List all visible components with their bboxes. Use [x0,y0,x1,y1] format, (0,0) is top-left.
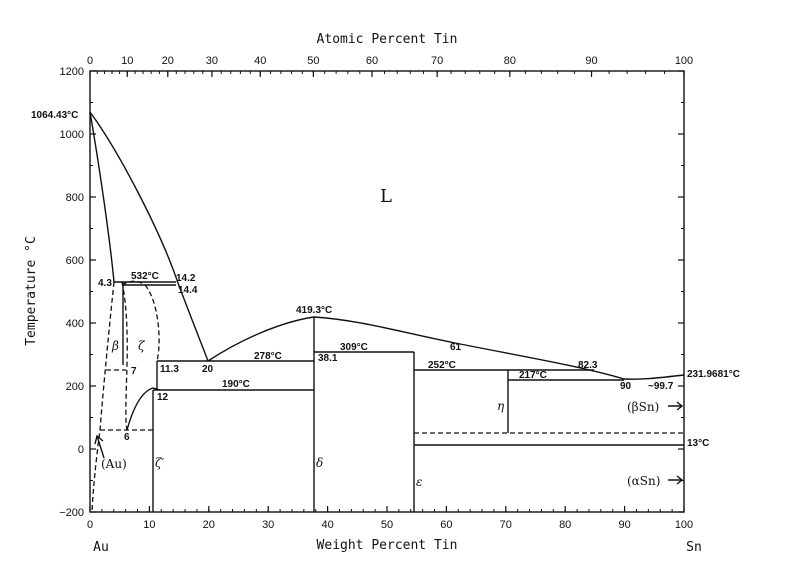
annotation-144: 14.4 [178,285,198,296]
top-tick-label: 30 [206,55,218,67]
annotation-190: 190°C [222,379,250,390]
liquidus-delta-right [313,316,625,380]
annotation-381: 38.1 [318,353,338,364]
y-axis-title: Temperature °C [24,236,39,346]
top-axis-ticks: 0 10 20 30 40 50 60 70 80 90 100 [87,55,693,77]
bottom-tick-label: 60 [440,519,452,531]
liquidus-sn-side [623,374,685,380]
arrow-beta-sn [668,401,684,411]
bottom-tick-label: 50 [381,519,393,531]
annotation-217: 217°C [519,370,547,381]
bottom-tick-label: 100 [675,519,693,531]
liquidus-au-side [89,111,209,362]
annotation-13: 13°C [687,438,709,449]
top-tick-label: 80 [504,55,516,67]
bottom-tick-label: 10 [143,519,155,531]
bottom-axis-title: Weight Percent Tin [317,538,458,553]
bottom-tick-label: 70 [500,519,512,531]
au-solvus [91,281,115,513]
y-tick-label: 0 [78,444,84,456]
phase-label-delta: δ [316,456,323,470]
annotation-12: 12 [157,392,169,403]
bottom-tick-label: 30 [262,519,274,531]
phase-label-beta-sn: (βSn) [627,400,659,414]
top-tick-label: 60 [366,55,378,67]
y-tick-label: 800 [66,192,84,204]
bottom-tick-label: 20 [203,519,215,531]
phase-label-zeta-prime: ζ′ [155,456,165,470]
y-tick-label: 200 [66,381,84,393]
annotation-61: 61 [450,342,462,353]
y-tick-label: 1000 [60,129,84,141]
phase-label-liquid: L [380,186,392,207]
y-tick-label: 1200 [60,66,84,78]
annotation-au-melt: 1064.43°C [31,110,78,121]
zeta-prime-solvus [126,387,161,431]
bottom-tick-label: 80 [559,519,571,531]
left-element-label: Au [93,540,109,555]
bottom-tick-label: 40 [321,519,333,531]
bottom-axis-ticks: 0 10 20 30 40 50 60 70 80 90 100 [87,506,693,531]
annotation-142: 14.2 [176,273,196,284]
top-tick-label: 100 [675,55,693,67]
top-tick-label: 10 [121,55,133,67]
top-tick-label: 0 [87,55,93,67]
y-tick-label: 400 [66,318,84,330]
annotation-43: 4.3 [98,278,112,289]
y-axis-ticks: 1200 1000 800 600 400 200 0 −200 [59,66,684,519]
annotation-532: 532°C [131,271,159,282]
top-tick-label: 50 [307,55,319,67]
y-tick-label: −200 [59,507,84,519]
annotation-113: 11.3 [160,364,179,375]
y-tick-label: 600 [66,255,84,267]
top-tick-label: 90 [585,55,597,67]
annotation-278: 278°C [254,351,282,362]
phase-label-eta: η [497,399,505,413]
phase-label-epsilon: ε [416,475,422,489]
top-tick-label: 70 [431,55,443,67]
phase-label-alpha-sn: (αSn) [627,474,660,488]
phase-label-beta: β [111,339,119,353]
annotation-20: 20 [202,364,214,375]
annotation-90: 90 [620,381,632,392]
annotation-4193: 419.3°C [296,305,332,316]
liquidus-delta-left [207,316,315,362]
annotation-309: 309°C [340,342,368,353]
zeta-dome [121,281,160,431]
annotation-997: ~99.7 [648,381,674,392]
phase-label-zeta: ζ [138,339,146,353]
arrow-alpha-sn [668,475,684,485]
annotation-6: 6 [124,432,130,443]
bottom-tick-label: 90 [618,519,630,531]
top-tick-label: 40 [254,55,266,67]
bottom-tick-label: 0 [87,519,93,531]
top-axis-title: Atomic Percent Tin [317,32,458,47]
annotation-252: 252°C [428,360,456,371]
annotation-823: 82.3 [578,360,598,371]
annotation-sn-melt: 231.9681°C [687,369,740,380]
right-element-label: Sn [686,540,702,555]
zeta-dome-top [121,280,146,286]
arrow-au [94,434,105,459]
top-tick-label: 20 [162,55,174,67]
phase-label-au: (Au) [101,457,127,471]
annotation-7: 7 [131,366,137,377]
solidus-au [89,111,115,283]
